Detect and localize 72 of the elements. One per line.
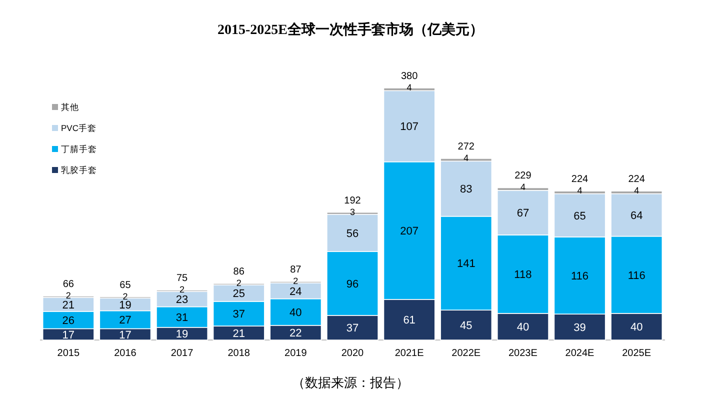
x-tick-label: 2022E	[452, 348, 481, 359]
data-label: 19	[176, 328, 188, 341]
data-label: 141	[456, 258, 476, 270]
data-label: 39	[574, 322, 586, 334]
data-label: 21	[62, 299, 75, 312]
data-label: 118	[514, 269, 532, 282]
data-label: 27	[119, 314, 132, 327]
legend-label: PVC手套	[61, 123, 96, 133]
data-label: 2	[66, 290, 71, 301]
total-label: 224	[628, 174, 646, 186]
legend-label: 其他	[61, 102, 79, 112]
data-label: 40	[630, 322, 643, 334]
total-label: 66	[62, 279, 74, 290]
x-tick-label: 2015	[57, 348, 80, 359]
data-label: 40	[290, 307, 302, 320]
data-label: 45	[460, 320, 472, 332]
data-label: 65	[574, 210, 586, 222]
data-label: 61	[403, 314, 416, 327]
x-tick-label: 2019	[284, 348, 308, 359]
legend-label: 丁腈手套	[61, 144, 97, 154]
legend-label: 乳胶手套	[61, 165, 97, 175]
x-tick-label: 2021E	[394, 348, 424, 359]
data-label: 40	[516, 322, 530, 334]
data-label: 56	[346, 228, 359, 240]
total-label: 224	[571, 174, 589, 186]
data-label: 83	[460, 184, 472, 196]
total-label: 87	[290, 264, 302, 276]
data-label: 26	[62, 315, 75, 328]
data-label: 107	[400, 121, 418, 134]
data-label: 2	[293, 276, 298, 286]
x-tick-label: 2025E	[622, 348, 652, 359]
data-label: 25	[232, 288, 245, 300]
total-label: 75	[176, 273, 188, 284]
data-label: 19	[119, 299, 132, 312]
data-label: 17	[119, 329, 132, 342]
data-label: 2	[180, 284, 185, 295]
data-label: 4	[634, 186, 640, 196]
data-label: 4	[406, 82, 412, 92]
text: （数据来源：报告）	[292, 375, 409, 390]
x-tick-label: 2018	[228, 348, 250, 359]
data-label: 37	[232, 308, 245, 321]
total-label: 86	[233, 266, 245, 278]
data-label: 67	[516, 208, 530, 220]
data-label: 2	[236, 278, 242, 288]
total-label: 229	[514, 170, 532, 182]
data-label: 31	[176, 312, 188, 324]
data-label: 4	[464, 152, 469, 163]
x-tick-label: 2023E	[508, 348, 538, 359]
data-label: 17	[62, 329, 75, 342]
data-label: 2	[122, 291, 128, 302]
data-label: 64	[630, 210, 643, 222]
data-label: 37	[346, 322, 359, 335]
chart-title: 2015-2025E全球一次性手套市场（亿美元）	[218, 21, 484, 38]
data-label: 116	[628, 270, 646, 282]
x-tick-label: 2020	[341, 348, 364, 359]
data-label: 96	[346, 278, 359, 290]
data-label: 23	[176, 294, 188, 306]
total-label: 192	[344, 195, 362, 206]
x-tick-label: 2024E	[565, 348, 595, 359]
data-label: 21	[232, 328, 245, 340]
total-label: 65	[120, 280, 132, 291]
total-label: 380	[400, 71, 418, 82]
data-label: 4	[577, 186, 582, 196]
x-tick-label: 2016	[114, 348, 137, 359]
data-label: 207	[400, 226, 418, 238]
data-label: 116	[571, 270, 589, 283]
data-label: 3	[350, 206, 356, 217]
x-tick-label: 2017	[170, 348, 194, 359]
data-label: 22	[290, 328, 302, 340]
total-label: 272	[458, 141, 475, 152]
data-label: 4	[520, 182, 526, 192]
data-label: 24	[290, 286, 302, 298]
